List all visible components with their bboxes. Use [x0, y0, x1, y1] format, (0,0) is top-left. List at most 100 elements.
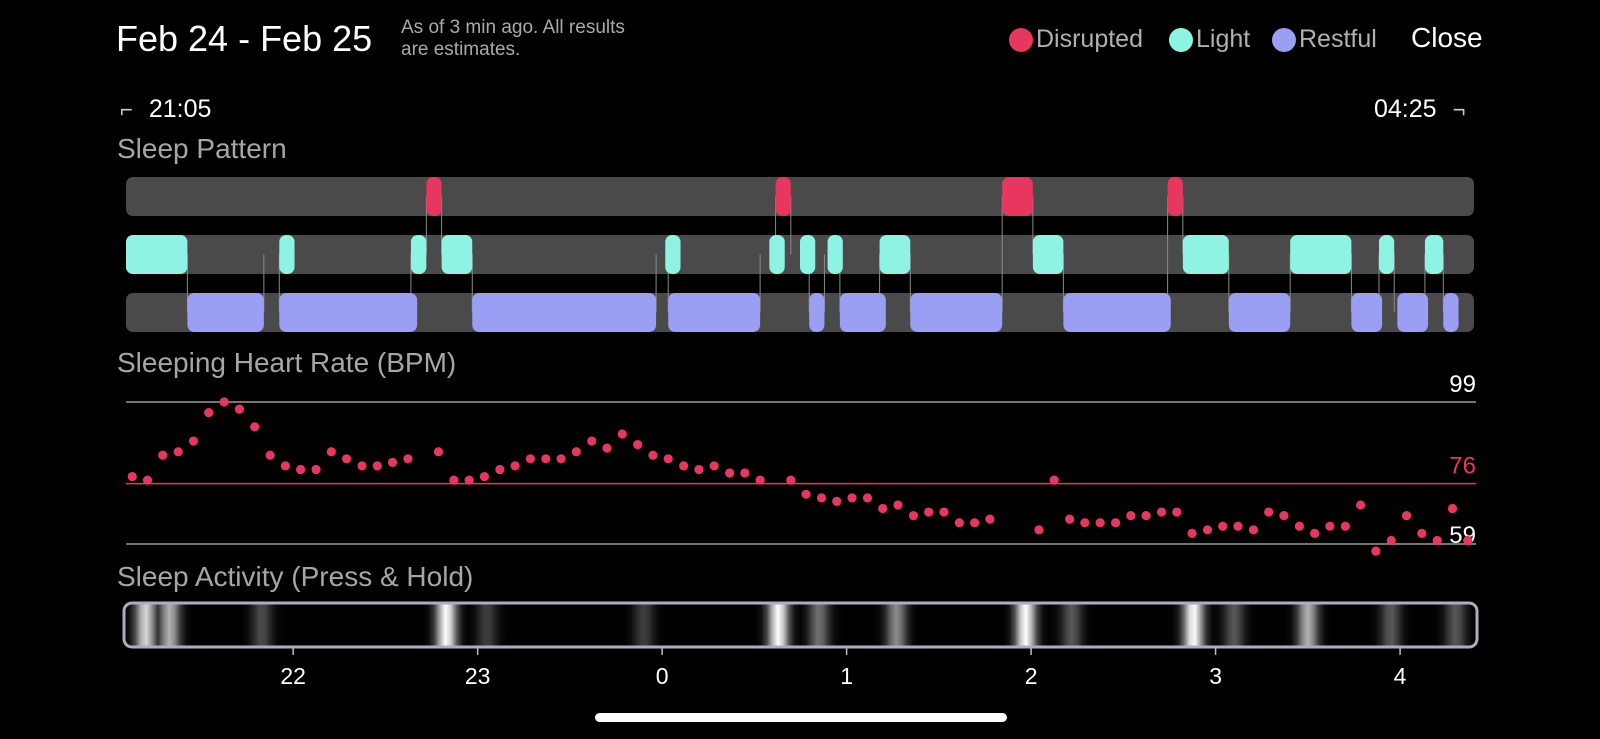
heart-rate-point: [755, 475, 765, 485]
track-disrupted: [126, 177, 1474, 216]
estimate-note-line1: As of 3 min ago. All results: [401, 17, 625, 38]
legend-restful-label: Restful: [1299, 25, 1377, 53]
heart-rate-point: [725, 468, 735, 478]
heart-rate-point: [464, 475, 474, 485]
segment-restful: [910, 293, 1003, 332]
segment-light: [1378, 235, 1395, 274]
heart-rate-point: [403, 454, 413, 464]
heart-rate-point: [571, 447, 581, 457]
heart-rate-point: [893, 500, 903, 510]
segment-light: [1290, 235, 1352, 274]
heart-rate-point: [1463, 535, 1473, 546]
heart-rate-point: [1325, 521, 1335, 531]
segment-restful: [187, 293, 264, 332]
segment-light: [1182, 235, 1229, 274]
estimate-note: As of 3 min ago. All results are estimat…: [401, 17, 681, 61]
start-bracket-icon: ⌐: [120, 96, 133, 122]
heart-rate-point: [265, 450, 275, 460]
legend-light: Light: [1169, 25, 1250, 54]
segment-restful: [1063, 293, 1171, 332]
heart-rate-point: [648, 450, 658, 460]
segment-restful: [279, 293, 418, 332]
heart-rate-point: [878, 503, 888, 514]
heart-rate-point: [127, 471, 137, 482]
heart-rate-point: [847, 493, 857, 503]
heart-rate-point: [1049, 475, 1059, 485]
heart-rate-point: [663, 454, 673, 464]
sleep-activity-chart[interactable]: 22 23 0 1 2 3 4: [122, 601, 1479, 689]
segment-light: [665, 235, 681, 274]
heart-rate-point: [970, 518, 980, 528]
heart-rate-point: [1080, 518, 1090, 528]
segment-restful: [668, 293, 761, 332]
segment-disrupted: [1002, 177, 1033, 216]
end-time-label: 04:25: [1374, 95, 1437, 123]
disrupted-dot-icon: [1009, 27, 1033, 52]
heart-rate-point: [786, 475, 796, 485]
segment-restful: [809, 293, 825, 332]
heart-rate-point: [173, 447, 183, 457]
heart-rate-point: [1355, 500, 1366, 510]
reference-label-99: 99: [1449, 371, 1476, 398]
end-time: 04:25 ¬: [1374, 95, 1465, 124]
segment-light: [879, 235, 911, 274]
heart-rate-point: [188, 436, 199, 446]
heart-rate-point: [311, 464, 321, 475]
heart-rate-point: [939, 507, 949, 517]
heart-rate-point: [1095, 518, 1105, 528]
segment-disrupted: [1167, 177, 1183, 216]
heart-rate-point: [985, 514, 995, 524]
heart-rate-point: [617, 429, 627, 439]
segment-restful: [1351, 293, 1383, 332]
segment-restful: [472, 293, 657, 332]
segment-light: [441, 235, 473, 274]
segment-light: [1424, 235, 1444, 274]
legend-disrupted-label: Disrupted: [1036, 25, 1143, 53]
sleep-pattern-chart[interactable]: [126, 177, 1474, 332]
sleep-pattern-title: Sleep Pattern: [117, 133, 287, 164]
x-tick-label-0: 0: [656, 663, 669, 689]
end-bracket-icon: ¬: [1452, 96, 1466, 122]
heart-rate-point: [479, 471, 490, 482]
heart-rate-point: [679, 461, 689, 471]
heart-rate-point: [832, 496, 842, 506]
heart-rate-point: [525, 454, 535, 464]
heart-rate-point: [1294, 521, 1304, 531]
heart-rate-point: [326, 447, 336, 457]
segment-restful: [839, 293, 886, 332]
heart-rate-chart: 99 76 59: [126, 371, 1476, 556]
heart-rate-point: [1187, 528, 1197, 538]
reference-label-59: 59: [1449, 522, 1476, 549]
heart-rate-point: [801, 489, 811, 499]
activity-strip[interactable]: [122, 601, 1479, 649]
heart-rate-point: [924, 507, 934, 517]
home-indicator[interactable]: [595, 713, 1007, 722]
heart-rate-point: [387, 457, 398, 467]
heart-rate-point: [234, 404, 245, 414]
heart-rate-point: [633, 440, 643, 450]
heart-rate-point: [357, 461, 367, 471]
heart-rate-point: [556, 454, 566, 464]
heart-rate-point: [1065, 514, 1075, 524]
light-dot-icon: [1169, 27, 1193, 52]
heart-rate-point: [250, 422, 260, 432]
heart-rate-point: [296, 464, 306, 475]
reference-label-76: 76: [1449, 453, 1476, 480]
segment-restful: [1443, 293, 1459, 332]
heart-rate-point: [1156, 507, 1167, 517]
heart-rate-point: [1172, 507, 1182, 517]
heart-rate-point: [1386, 535, 1396, 546]
heart-rate-point: [341, 454, 352, 464]
heart-rate-point: [1248, 525, 1259, 535]
heart-rate-point: [204, 408, 214, 418]
segment-light: [126, 235, 188, 274]
heart-rate-point: [1447, 503, 1458, 514]
segment-light: [827, 235, 843, 274]
heart-rate-point: [587, 436, 597, 446]
close-button[interactable]: Close: [1411, 22, 1483, 53]
page-title: Feb 24 - Feb 25: [116, 18, 373, 59]
segment-light: [769, 235, 785, 274]
heart-rate-point: [541, 454, 551, 464]
heart-rate-point: [142, 475, 153, 485]
